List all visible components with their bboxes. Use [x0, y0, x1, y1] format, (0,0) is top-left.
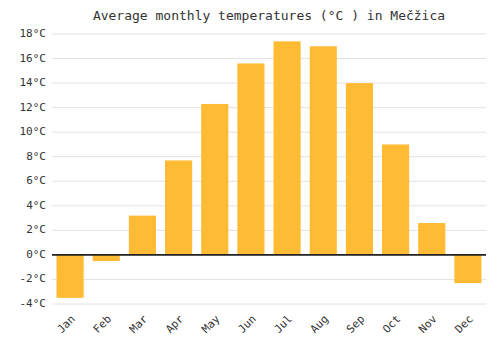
- grid-line: [52, 181, 486, 182]
- y-tick-label: 12°C: [20, 101, 47, 114]
- grid-line: [52, 107, 486, 108]
- grid-line: [52, 254, 486, 255]
- x-tick-label: Feb: [91, 313, 114, 336]
- grid-line: [52, 279, 486, 280]
- y-tick-label: 8°C: [26, 150, 46, 163]
- y-tick-label: 2°C: [26, 223, 46, 236]
- zero-line: [52, 254, 486, 256]
- bar: [310, 46, 337, 255]
- y-tick-label: 6°C: [26, 174, 46, 187]
- bar: [382, 144, 409, 254]
- y-tick-label: 14°C: [20, 76, 47, 89]
- x-tick-label: Sep: [344, 313, 367, 336]
- bar: [129, 216, 156, 255]
- y-tick-label: 18°C: [20, 27, 47, 40]
- x-tick-label: Dec: [452, 313, 475, 336]
- bar: [237, 63, 264, 254]
- grid-line: [52, 83, 486, 84]
- x-tick-label: Oct: [380, 313, 403, 336]
- y-tick-label: -2°C: [20, 272, 47, 285]
- y-tick-label: 10°C: [20, 125, 47, 138]
- y-tick-label: 0°C: [26, 248, 46, 261]
- bar: [57, 255, 84, 298]
- y-tick-label: 4°C: [26, 199, 46, 212]
- y-tick-label: -4°C: [20, 297, 47, 310]
- chart: Average monthly temperatures (°C ) in Me…: [0, 0, 500, 350]
- grid-line: [52, 132, 486, 133]
- x-tick-label: Nov: [416, 312, 440, 336]
- x-tick-label: Aug: [308, 313, 331, 336]
- grid-line: [52, 205, 486, 206]
- title: Average monthly temperatures (°C ) in Me…: [93, 8, 445, 23]
- x-tick-label: Jul: [272, 313, 295, 336]
- grid-line: [52, 156, 486, 157]
- bar: [454, 255, 481, 283]
- bar: [418, 223, 445, 255]
- bars: [57, 41, 482, 298]
- grid-line: [52, 34, 486, 35]
- bar: [93, 255, 120, 261]
- background: [0, 0, 500, 350]
- bar: [274, 41, 301, 255]
- x-tick-label: May: [199, 312, 223, 336]
- x-tick-label: Mar: [127, 312, 151, 336]
- x-tick-label: Apr: [163, 312, 187, 336]
- x-tick-label: Jan: [55, 313, 78, 336]
- bar: [165, 160, 192, 255]
- bar: [201, 104, 228, 255]
- grid-line: [52, 58, 486, 59]
- grid: [52, 34, 486, 304]
- grid-line: [52, 304, 486, 305]
- y-tick-label: 16°C: [20, 52, 47, 65]
- x-tick-label: Jun: [235, 313, 258, 336]
- bar: [346, 83, 373, 255]
